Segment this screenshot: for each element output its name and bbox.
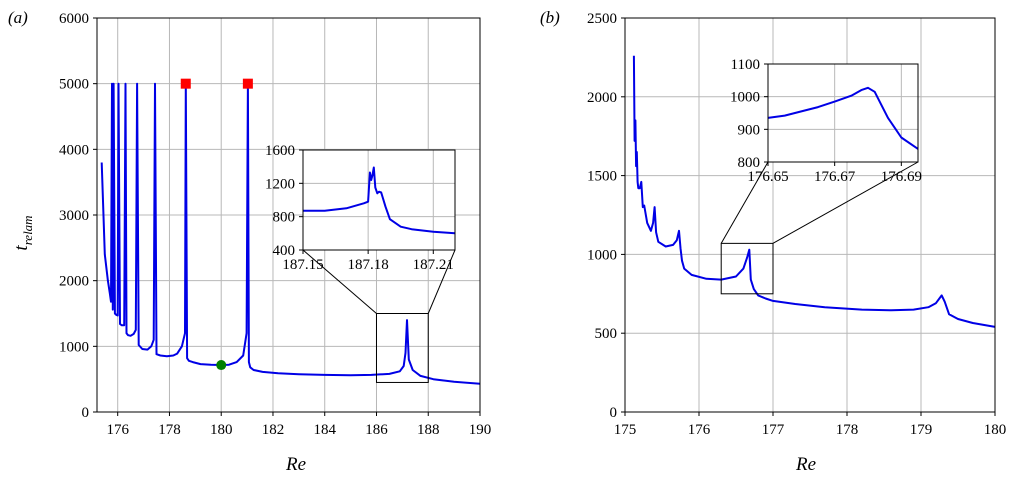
inset-b-data-line xyxy=(767,86,919,150)
y-axis-label-main: t xyxy=(11,245,32,251)
inset-a-x-tick-label: 187.18 xyxy=(348,257,389,273)
inset-a-y-tick-label: 1200 xyxy=(265,176,295,192)
inset-a-data-line xyxy=(303,166,456,235)
inset-b-x-tick-label: 176.69 xyxy=(881,169,922,185)
inset-a-background xyxy=(303,150,455,250)
inset-b-y-tick-label: 800 xyxy=(738,155,761,171)
panel-b-x-tick-label: 179 xyxy=(910,422,933,438)
inset-a-y-tick-label: 800 xyxy=(273,210,296,226)
panel-a-y-tick-label: 1000 xyxy=(59,339,89,355)
zoom-connector-line xyxy=(302,249,377,314)
panel-b-label: (b) xyxy=(540,8,560,27)
panel-b-y-tick-label: 1000 xyxy=(587,247,617,263)
panel-a-square-marker xyxy=(180,78,191,89)
panel-a-y-tick-label: 2000 xyxy=(59,274,89,290)
panel-b-x-tick-label: 180 xyxy=(984,422,1007,438)
y-axis-label-subscript: relam xyxy=(20,215,35,245)
inset-b-y-tick-label: 1100 xyxy=(731,57,760,73)
zoom-box xyxy=(375,313,429,383)
inset-a-x-tick-label: 187.21 xyxy=(413,257,454,273)
panel-a-y-tick-label: 5000 xyxy=(59,77,89,93)
x-axis-label-b: Re xyxy=(795,454,816,475)
panel-b-y-tick-label: 500 xyxy=(595,326,618,342)
panel-b-x-tick-label: 178 xyxy=(836,422,859,438)
zoom-connector-line xyxy=(720,161,769,244)
inset-b-x-tick-label: 176.65 xyxy=(747,169,788,185)
panel-a-x-tick-label: 178 xyxy=(158,422,181,438)
panel-b-x-tick-label: 175 xyxy=(614,422,637,438)
inset-a-frame xyxy=(302,149,456,251)
panel-a-y-tick-label: 0 xyxy=(82,405,90,421)
chart-layer: 176 178 180 182 184 186 188 190 0 1000 2000 3000 400… xyxy=(59,11,1006,438)
panel-a-x-tick-label: 182 xyxy=(262,422,285,438)
panel-a-x-tick-label: 176 xyxy=(106,422,129,438)
svg-text:trelam: trelam xyxy=(11,215,35,250)
zoom-box xyxy=(720,242,774,295)
panel-a-x-tick-label: 188 xyxy=(417,422,440,438)
x-axis-label-a: Re xyxy=(285,454,306,475)
inset-a-y-tick-label: 1600 xyxy=(265,143,295,159)
panel-b-x-tick-label: 176 xyxy=(688,422,711,438)
panel-b-y-tick-label: 1500 xyxy=(587,169,617,185)
panel-b-y-tick-label: 2000 xyxy=(587,90,617,106)
inset-a-y-tick-label: 400 xyxy=(273,243,296,259)
panel-a-y-tick-label: 3000 xyxy=(59,208,89,224)
panel-a-y-tick-label: 6000 xyxy=(59,11,89,27)
inset-a-x-tick-label: 187.15 xyxy=(282,257,323,273)
y-axis-label-a: trelam xyxy=(11,215,35,250)
panel-a-x-tick-label: 184 xyxy=(313,422,336,438)
panel-b-plot-frame xyxy=(624,17,996,413)
panel-a-plot-frame xyxy=(96,17,481,413)
inset-b-y-tick-label: 900 xyxy=(738,122,761,138)
panel-a-x-tick-label: 180 xyxy=(210,422,233,438)
panel-b-data-line xyxy=(632,55,996,328)
panel-a-data-line xyxy=(100,82,481,385)
panel-a-label: (a) xyxy=(8,8,28,27)
zoom-connector-line xyxy=(427,249,456,314)
panel-a-square-marker xyxy=(242,78,253,89)
panel-b-y-tick-label: 2500 xyxy=(587,11,617,27)
inset-b-frame xyxy=(767,63,919,163)
inset-b-y-tick-label: 1000 xyxy=(730,90,760,106)
panel-a-y-tick-label: 4000 xyxy=(59,142,89,158)
panel-a-x-tick-label: 190 xyxy=(469,422,492,438)
panel-a-circle-marker xyxy=(216,360,227,371)
panel-a-x-tick-label: 186 xyxy=(365,422,388,438)
panel-b-x-tick-label: 177 xyxy=(762,422,785,438)
inset-b-x-tick-label: 176.67 xyxy=(814,169,856,185)
inset-b-background xyxy=(768,64,918,162)
panel-b-y-tick-label: 0 xyxy=(610,405,618,421)
zoom-connector-line xyxy=(772,161,919,244)
